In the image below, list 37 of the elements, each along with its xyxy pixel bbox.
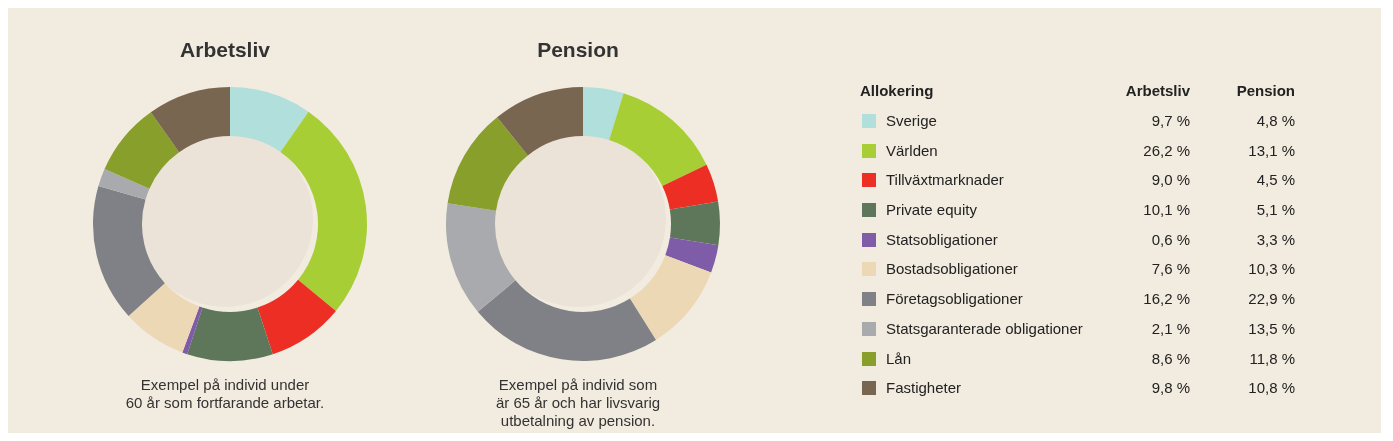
data-label: 4,8 % (1255, 111, 1295, 132)
data-label: 3,3 % (1255, 229, 1295, 250)
text: Exempel på individ som är 65 år och har livsvarig utbetalning av pension. (494, 376, 662, 430)
legend-label: Fastigheter (885, 378, 963, 399)
data-label: 7,6 % (1150, 259, 1190, 280)
slice-label: Pension (536, 38, 620, 62)
text: Arbetsliv (1125, 82, 1190, 100)
data-label: 13,5 % (1247, 318, 1295, 339)
legend-label: Lån (885, 348, 913, 369)
data-label: 9,0 % (1150, 170, 1190, 191)
legend-label: Statsobligationer (885, 229, 999, 250)
legend-label: Världen (885, 140, 939, 161)
data-label: 10,8 % (1247, 378, 1295, 399)
legend-label: Företagsobligationer (885, 289, 1024, 310)
legend-title: Allokering (860, 81, 935, 102)
legend-label: Statsgaranterade obligationer (885, 318, 1084, 339)
text: Exempel på individ under 60 år som fortfarande arbetar. (124, 376, 326, 412)
data-label: 22,9 % (1247, 289, 1295, 310)
slice-label: Arbetsliv (179, 38, 271, 62)
data-label: 8,6 % (1150, 348, 1190, 369)
legend-label: Tillväxtmarknader (885, 170, 1005, 191)
data-label: 4,5 % (1255, 170, 1295, 191)
data-label: 5,1 % (1255, 200, 1295, 221)
text: Pension (1236, 82, 1295, 100)
legend-label: Bostadsobligationer (885, 259, 1019, 280)
data-label: 11,8 % (1248, 348, 1295, 369)
data-label: 10,3 % (1247, 259, 1295, 280)
legend-label: Private equity (885, 200, 978, 221)
data-label: 16,2 % (1142, 289, 1190, 310)
data-label: 0,6 % (1150, 229, 1190, 250)
data-label: 26,2 % (1142, 140, 1190, 161)
legend-label: Sverige (885, 111, 938, 132)
data-label: 10,1 % (1142, 200, 1190, 221)
data-label: 13,1 % (1247, 140, 1295, 161)
data-label: 9,8 % (1150, 378, 1190, 399)
data-label: 2,1 % (1150, 318, 1190, 339)
data-label: 9,7 % (1150, 111, 1190, 132)
